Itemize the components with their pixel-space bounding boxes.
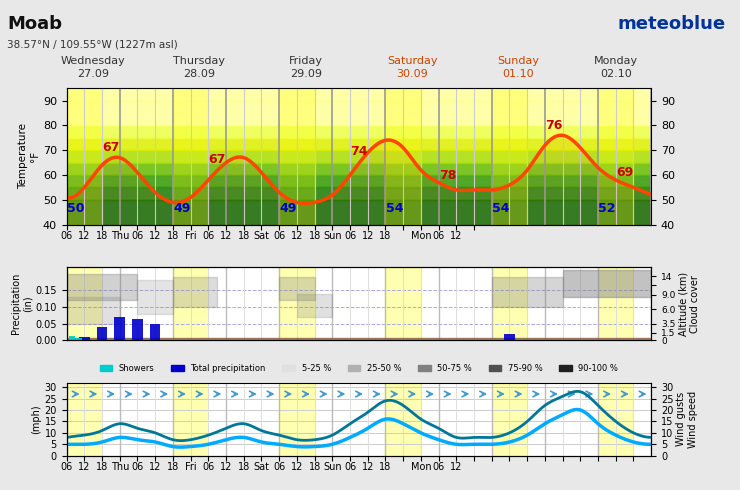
Text: Moab: Moab: [7, 15, 62, 33]
Bar: [173, 267, 209, 340]
Bar: [115, 317, 125, 340]
Bar: [598, 88, 633, 225]
Text: 67: 67: [102, 141, 120, 153]
Wind gusts: [254, 426, 263, 432]
Text: Saturday: Saturday: [387, 56, 437, 66]
Bar: [173, 88, 209, 225]
Text: 30.09: 30.09: [396, 69, 428, 79]
Bar: [70, 336, 75, 340]
Bar: [67, 88, 102, 225]
Bar: [67, 200, 651, 225]
Bar: [67, 267, 102, 340]
Wind speed: [176, 444, 185, 450]
Wind gusts: [176, 438, 185, 443]
Bar: [279, 267, 314, 340]
Text: 67: 67: [209, 152, 226, 166]
Bar: [67, 150, 651, 163]
Bar: [279, 383, 314, 456]
Y-axis label: Temperature
°F: Temperature °F: [18, 123, 40, 190]
Bar: [598, 267, 633, 340]
Text: 27.09: 27.09: [77, 69, 110, 79]
Bar: [79, 337, 90, 340]
Bar: [386, 88, 421, 225]
Text: 01.10: 01.10: [502, 69, 534, 79]
Wind gusts: [431, 424, 440, 430]
Y-axis label: Wind gusts
Wind speed: Wind gusts Wind speed: [676, 391, 698, 448]
Bar: [67, 338, 651, 340]
Text: 49: 49: [173, 202, 190, 215]
Text: 50: 50: [67, 202, 84, 215]
Text: 78: 78: [439, 169, 456, 182]
Wind speed: [132, 437, 141, 442]
Text: 29.09: 29.09: [290, 69, 322, 79]
Polygon shape: [67, 297, 120, 323]
Wind gusts: [488, 434, 497, 440]
Bar: [67, 88, 651, 100]
Bar: [598, 383, 633, 456]
Wind speed: [295, 444, 304, 450]
Y-axis label: (mph): (mph): [32, 404, 41, 434]
Wind gusts: [62, 435, 71, 441]
Bar: [67, 188, 651, 200]
Polygon shape: [173, 277, 217, 307]
Bar: [67, 175, 651, 188]
Y-axis label: Precipitation
(in): Precipitation (in): [11, 273, 33, 334]
Wind gusts: [485, 435, 494, 441]
Text: Thursday: Thursday: [173, 56, 226, 66]
Bar: [67, 163, 651, 175]
Wind speed: [647, 441, 656, 447]
Wind speed: [572, 407, 581, 413]
Text: Friday: Friday: [289, 56, 323, 66]
Bar: [76, 338, 81, 340]
Text: 69: 69: [616, 166, 633, 179]
Wind gusts: [295, 437, 304, 443]
Wind gusts: [647, 435, 656, 441]
Wind gusts: [574, 389, 582, 394]
Bar: [67, 138, 651, 150]
Text: 74: 74: [350, 146, 368, 158]
Bar: [386, 267, 421, 340]
Line: Wind speed: Wind speed: [67, 410, 651, 447]
Text: Wednesday: Wednesday: [61, 56, 126, 66]
Wind speed: [62, 441, 71, 447]
Y-axis label: Altitude (km)
Cloud cover: Altitude (km) Cloud cover: [678, 271, 700, 336]
Bar: [492, 383, 527, 456]
Bar: [150, 323, 161, 340]
Bar: [504, 334, 515, 340]
Bar: [132, 318, 143, 340]
Bar: [67, 383, 102, 456]
Polygon shape: [562, 270, 651, 297]
Polygon shape: [297, 294, 332, 317]
Wind speed: [488, 441, 497, 447]
Text: 52: 52: [598, 202, 616, 215]
Bar: [492, 88, 527, 225]
Polygon shape: [67, 274, 138, 300]
Polygon shape: [279, 277, 314, 300]
Wind gusts: [132, 425, 141, 431]
Text: 49: 49: [280, 202, 297, 215]
Text: 38.57°N / 109.55°W (1227m asl): 38.57°N / 109.55°W (1227m asl): [7, 39, 178, 49]
Bar: [173, 383, 209, 456]
Polygon shape: [138, 280, 173, 314]
Text: 02.10: 02.10: [600, 69, 632, 79]
Bar: [97, 327, 107, 340]
Text: 28.09: 28.09: [184, 69, 215, 79]
Wind speed: [485, 441, 494, 447]
Bar: [67, 125, 651, 138]
Polygon shape: [492, 277, 562, 307]
Wind speed: [431, 436, 440, 441]
Text: Sunday: Sunday: [497, 56, 539, 66]
Bar: [386, 383, 421, 456]
Text: 54: 54: [386, 202, 403, 215]
Legend: Showers, Total precipitation, 5-25 %, 25-50 %, 50-75 %, 75-90 %, 90-100 %: Showers, Total precipitation, 5-25 %, 25…: [96, 361, 622, 376]
Bar: [279, 88, 314, 225]
Text: 76: 76: [545, 120, 562, 132]
Text: 54: 54: [492, 202, 509, 215]
Text: Monday: Monday: [593, 56, 638, 66]
Text: meteoblue: meteoblue: [617, 15, 725, 33]
Line: Wind gusts: Wind gusts: [67, 392, 651, 441]
Bar: [492, 267, 527, 340]
Bar: [67, 100, 651, 125]
Wind speed: [254, 438, 263, 444]
